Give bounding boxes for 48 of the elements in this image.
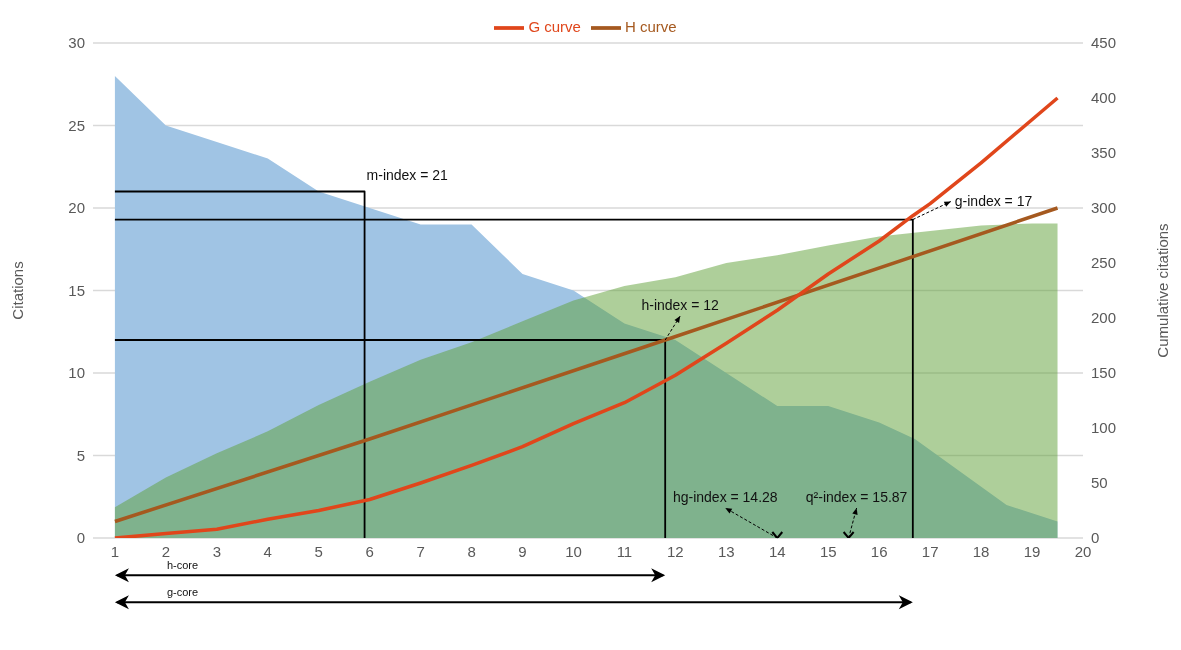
annotation: g-index = 17 (954, 192, 1033, 209)
text: g-core (166, 586, 199, 599)
annotation: hg-index = 14.28 (672, 489, 778, 505)
y2-tick-label: 400 (1091, 89, 1117, 107)
x-tick-label: 16 (870, 542, 888, 560)
y-tick-label: 30 (68, 34, 85, 52)
y2-tick-label: 450 (1091, 34, 1117, 52)
legend-label: H curve (624, 17, 677, 35)
x-tick-label: 2 (161, 542, 171, 560)
y-tick-label: 15 (68, 281, 85, 299)
legend-label: G curve (528, 17, 581, 35)
annotation: q²-index = 15.87 (805, 489, 908, 505)
y2-axis-title: Cumulative citations (1154, 223, 1172, 358)
y2-tick-label: 150 (1091, 364, 1117, 382)
y2-tick-label: 50 (1091, 474, 1108, 492)
y2-tick-label: 100 (1091, 419, 1117, 437)
x-tick-label: 14 (768, 542, 786, 560)
y2-tick-label: 0 (1091, 529, 1100, 547)
y-tick-label: 10 (68, 364, 85, 382)
annotation: m-index = 21 (366, 166, 449, 183)
x-tick-label: 8 (467, 542, 476, 560)
x-tick-label: 4 (263, 542, 272, 560)
x-tick-label: 5 (314, 542, 323, 560)
x-tick-label: 20 (1074, 542, 1092, 560)
y-tick-label: 20 (68, 199, 85, 217)
x-tick-label: 19 (1023, 542, 1041, 560)
y-tick-label: 25 (68, 116, 85, 134)
x-tick-label: 10 (565, 542, 582, 560)
x-tick-label: 18 (972, 542, 990, 560)
x-tick-label: 17 (921, 542, 939, 560)
x-tick-label: 12 (667, 542, 684, 560)
x-tick-label: 9 (518, 542, 527, 560)
x-tick-label: 1 (110, 542, 120, 560)
annotation: h-index = 12 (641, 297, 720, 313)
x-tick-label: 11 (616, 542, 633, 560)
x-tick-label: 6 (365, 542, 374, 560)
x-tick-label: 3 (212, 542, 221, 560)
x-tick-label: 7 (416, 542, 425, 560)
y2-tick-label: 250 (1091, 254, 1117, 272)
y-tick-label: 5 (76, 446, 85, 464)
x-tick-label: 15 (819, 542, 837, 560)
y2-tick-label: 200 (1091, 309, 1117, 327)
y-axis-title: Citations (9, 261, 27, 320)
x-tick-label: 13 (717, 542, 735, 560)
y-tick-label: 0 (76, 529, 85, 547)
text: h-core (166, 559, 199, 572)
y2-tick-label: 300 (1091, 199, 1117, 217)
y2-tick-label: 350 (1091, 144, 1117, 162)
